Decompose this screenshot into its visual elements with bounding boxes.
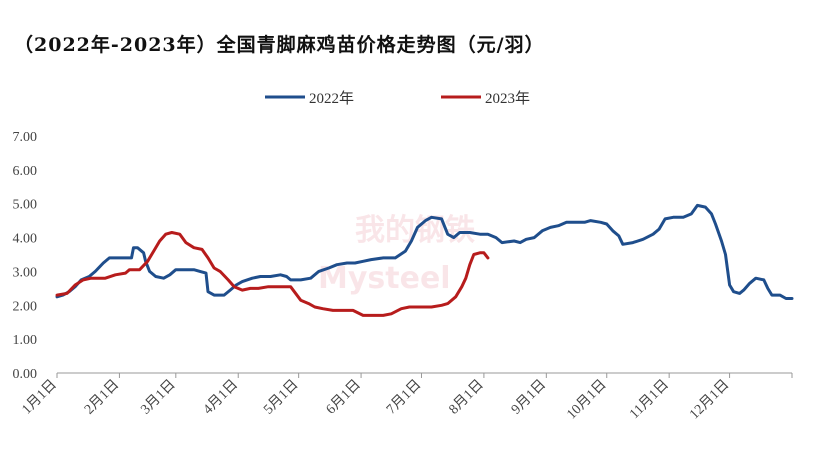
y-tick-label: 3.00 — [13, 265, 38, 280]
x-tick-label: 7月1日 — [383, 377, 424, 418]
x-tick-label: 2月1日 — [81, 377, 122, 418]
legend-label: 2023年 — [485, 90, 530, 107]
series-line — [55, 203, 794, 300]
y-tick-label: 7.00 — [13, 130, 38, 145]
y-tick-label: 4.00 — [13, 232, 38, 247]
series-lines — [55, 203, 794, 317]
legend-label: 2022年 — [309, 90, 354, 107]
svg-text:Mysteel: Mysteel — [318, 261, 451, 296]
x-tick-label: 12月1日 — [686, 377, 732, 423]
legend: 2022年 2023年 — [265, 90, 530, 107]
x-tick-label: 1月1日 — [19, 377, 60, 418]
y-tick-label: 2.00 — [13, 299, 38, 314]
watermark: 我的钢铁 Mysteel — [318, 213, 475, 296]
series-line — [55, 231, 490, 317]
x-tick-label: 3月1日 — [138, 377, 179, 418]
y-tick-label: 5.00 — [13, 198, 38, 213]
y-tick-label: 1.00 — [13, 333, 38, 348]
x-tick-label: 5月1日 — [260, 377, 301, 418]
x-tick-label: 6月1日 — [323, 377, 364, 418]
x-tick-label: 4月1日 — [200, 377, 241, 418]
y-axis: 0.00 1.00 2.00 3.00 4.00 5.00 6.00 7.00 — [13, 130, 38, 382]
x-tick-label: 11月1日 — [626, 377, 672, 423]
x-tick-label: 8月1日 — [446, 377, 487, 418]
x-axis: 1月1日 2月1日 3月1日 4月1日 5月1日 6月1日 7月1日 8月1日 9月1日 10月1… — [19, 372, 793, 423]
x-tick-label: 10月1日 — [564, 377, 610, 423]
x-tick-label: 9月1日 — [508, 377, 549, 418]
y-tick-label: 6.00 — [13, 164, 38, 179]
y-tick-label: 0.00 — [13, 367, 38, 382]
chart-title: （2022年-2023年）全国青脚麻鸡苗价格走势图（元/羽） — [14, 34, 545, 56]
